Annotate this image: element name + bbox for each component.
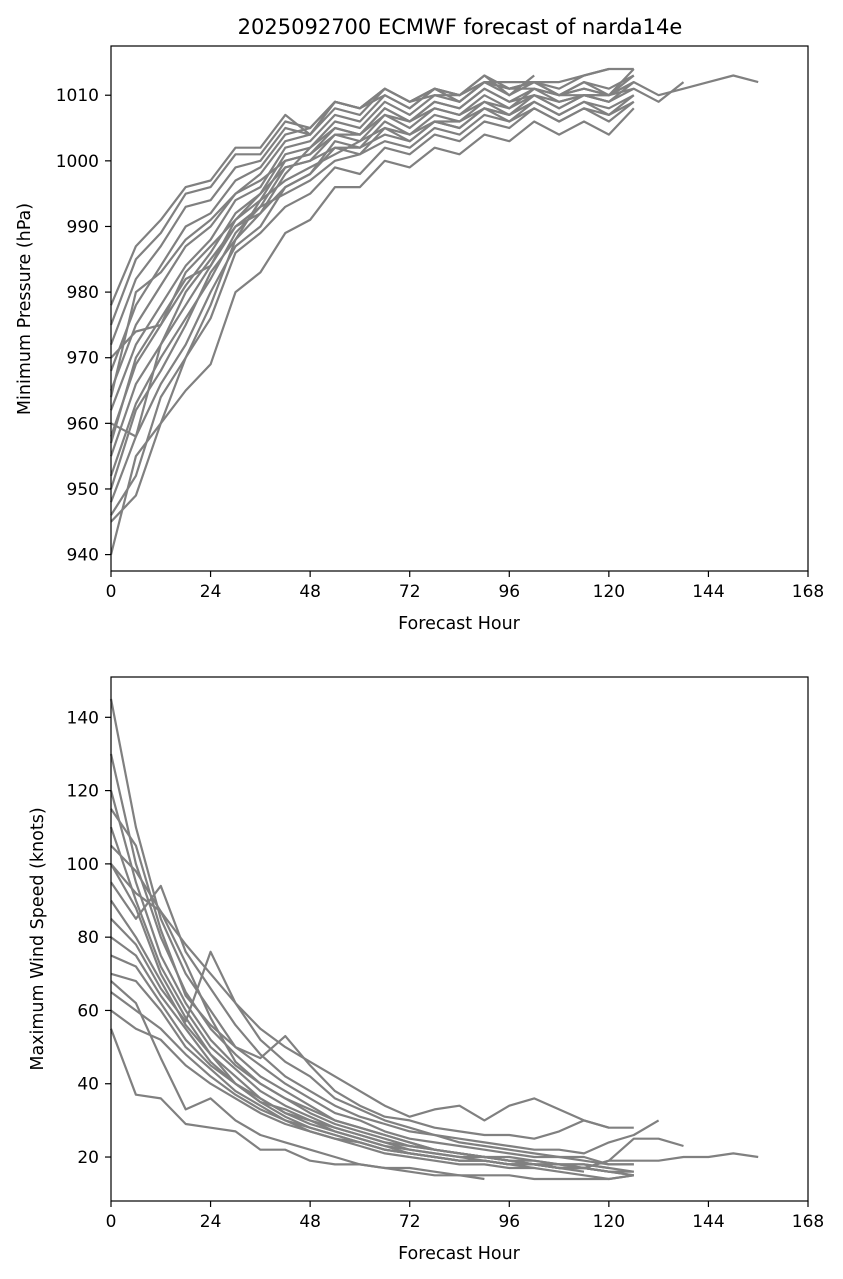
wind-y-tick-label: 60	[77, 1001, 99, 1021]
wind-plot-frame	[110, 676, 809, 1202]
pressure-series-line-2	[110, 107, 635, 523]
pressure-y-tick-label: 990	[67, 217, 99, 237]
pressure-series-line-18	[109, 100, 535, 444]
wind-x-tick-label: 144	[692, 1212, 724, 1232]
pressure-x-tick-label: 48	[299, 582, 321, 602]
wind-series-line-10	[110, 954, 610, 1170]
wind-x-tick-label: 48	[299, 1212, 321, 1232]
wind-y-tick-label: 40	[77, 1075, 99, 1095]
pressure-series-line-12	[109, 67, 634, 306]
wind-x-tick-label: 96	[498, 1212, 520, 1232]
wind-y-tick-label: 140	[67, 708, 99, 728]
wind-series-line-3	[109, 790, 634, 1177]
wind-series-line-9	[110, 936, 535, 1170]
pressure-x-tick-label: 120	[593, 582, 625, 602]
wind-y-tick-label: 120	[67, 782, 99, 802]
wind-y-tick-label: 20	[77, 1148, 99, 1168]
pressure-panel: 2025092700 ECMWF forecast of narda14e 0 2…	[15, 15, 824, 634]
pressure-series-line-13	[109, 94, 635, 490]
wind-x-tick-label: 72	[399, 1212, 421, 1232]
wind-y-tick-label: 100	[67, 855, 99, 875]
pressure-series-line-6	[109, 74, 635, 437]
pressure-x-tick-label: 96	[498, 582, 520, 602]
wind-series-line-6	[110, 881, 660, 1155]
wind-series-line-2	[109, 753, 634, 1173]
wind-series-line-16	[110, 808, 610, 1140]
pressure-x-axis: 0 24 48 72 96 120 144 168	[106, 571, 824, 602]
pressure-plot-frame	[110, 45, 809, 572]
wind-y-axis: 20 40 60 80 100 120 140	[67, 708, 111, 1168]
pressure-x-tick-label: 168	[792, 582, 824, 602]
pressure-x-axis-label: Forecast Hour	[398, 614, 521, 634]
wind-series-line-15	[110, 863, 634, 1129]
pressure-series-line-5	[109, 74, 759, 457]
wind-series-line-8	[110, 918, 634, 1166]
wind-series-line-1	[109, 698, 634, 1166]
pressure-y-tick-label: 980	[67, 283, 99, 303]
pressure-x-tick-label: 144	[692, 582, 724, 602]
pressure-y-axis: 940 950 960 970 980 990 1000 1010	[56, 86, 111, 566]
pressure-y-tick-label: 940	[67, 546, 99, 566]
pressure-y-tick-label: 970	[67, 349, 99, 369]
wind-series-line-5	[110, 863, 759, 1170]
pressure-series-line-16	[110, 100, 635, 516]
wind-x-tick-label: 120	[593, 1212, 625, 1232]
pressure-x-tick-label: 24	[200, 582, 222, 602]
wind-x-axis-label: Forecast Hour	[398, 1244, 521, 1264]
wind-series-line-12	[110, 991, 634, 1177]
pressure-series-line-17	[109, 87, 635, 398]
wind-series-line-4	[109, 826, 684, 1170]
wind-series-line-13	[110, 1009, 634, 1181]
pressure-y-tick-label: 960	[67, 414, 99, 434]
wind-series-line-18	[110, 980, 485, 1181]
pressure-y-axis-label: Minimum Pressure (hPa)	[15, 203, 35, 415]
wind-x-tick-label: 168	[792, 1212, 824, 1232]
wind-y-tick-label: 80	[77, 928, 99, 948]
wind-series-line-17	[110, 844, 585, 1173]
wind-panel: 0 24 48 72 96 120 144 168 20 40 60 80 100 120 140 For…	[28, 676, 824, 1264]
pressure-x-tick-label: 72	[399, 582, 421, 602]
wind-y-axis-label: Maximum Wind Speed (knots)	[28, 807, 48, 1070]
wind-series-group	[109, 698, 759, 1181]
pressure-x-tick-label: 0	[106, 582, 117, 602]
wind-x-axis: 0 24 48 72 96 120 144 168	[106, 1201, 824, 1232]
pressure-series-group	[109, 67, 759, 555]
pressure-y-tick-label: 1000	[56, 152, 99, 172]
wind-x-tick-label: 24	[200, 1212, 222, 1232]
pressure-series-line-3	[109, 81, 635, 503]
wind-x-tick-label: 0	[106, 1212, 117, 1232]
pressure-chart-title: 2025092700 ECMWF forecast of narda14e	[238, 15, 683, 39]
pressure-y-tick-label: 1010	[56, 86, 99, 106]
pressure-y-tick-label: 950	[67, 480, 99, 500]
pressure-series-line-11	[109, 80, 635, 326]
